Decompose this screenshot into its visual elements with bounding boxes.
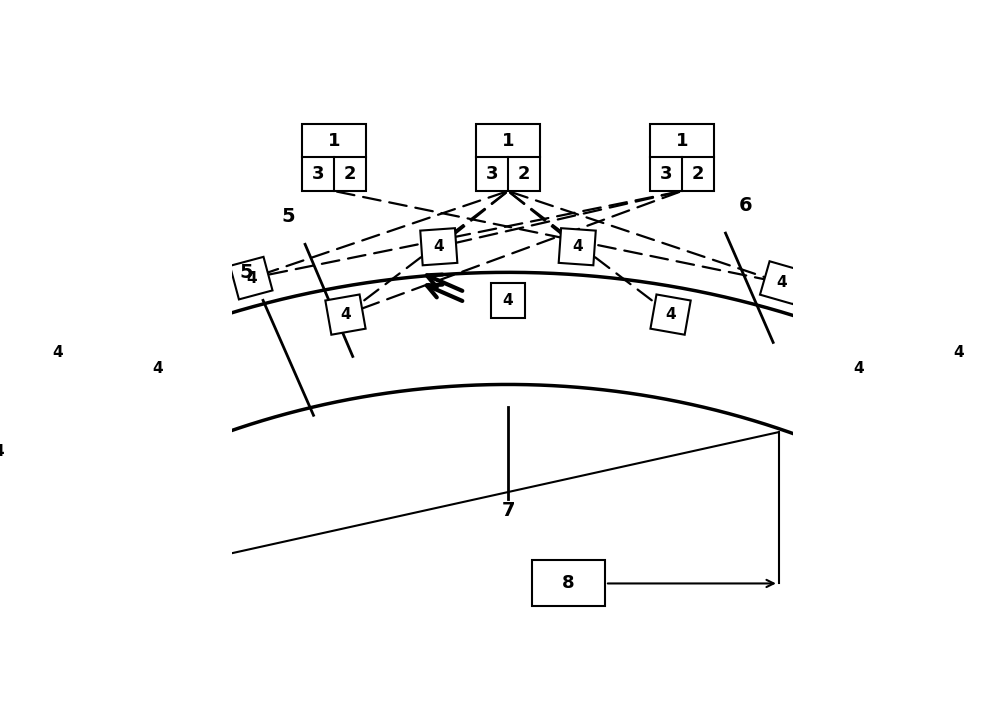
Bar [760,261,803,304]
Bar [650,294,691,335]
Text: 8: 8 [562,574,575,593]
Bar [0,427,22,475]
Bar [532,561,605,606]
Text: 5: 5 [281,207,295,226]
Text: 4: 4 [665,307,676,322]
Bar [325,294,366,335]
Text: 5: 5 [239,263,253,282]
Bar [302,124,366,191]
Bar [836,346,881,391]
Text: 2: 2 [344,165,357,183]
Text: 4: 4 [572,240,583,254]
Bar [34,329,81,376]
Bar [135,346,180,391]
Text: 4: 4 [853,361,864,376]
Bar [935,329,982,376]
Text: 4: 4 [433,240,444,254]
Text: 3: 3 [312,165,324,183]
Text: 6: 6 [738,196,752,215]
Text: 3: 3 [659,165,672,183]
Text: 7: 7 [501,501,515,520]
Text: 1: 1 [676,132,688,150]
Text: 3: 3 [486,165,498,183]
Bar [559,228,596,265]
Bar [994,427,1000,475]
Text: 4: 4 [776,275,787,290]
Text: 4: 4 [953,345,964,360]
Bar [650,124,714,191]
Text: 4: 4 [246,271,257,285]
Bar [476,124,540,191]
Text: 4: 4 [52,345,63,360]
Text: 1: 1 [328,132,340,150]
Text: 4: 4 [152,361,163,376]
Text: 1: 1 [502,132,514,150]
Bar [491,283,525,317]
Bar [420,228,457,265]
Text: 2: 2 [518,165,530,183]
Text: 4: 4 [340,307,351,322]
Text: 2: 2 [692,165,704,183]
Text: 4: 4 [0,444,3,459]
Bar [230,257,273,299]
Text: 4: 4 [503,293,513,308]
